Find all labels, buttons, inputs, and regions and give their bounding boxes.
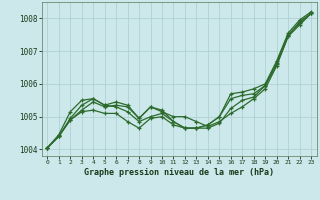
X-axis label: Graphe pression niveau de la mer (hPa): Graphe pression niveau de la mer (hPa) [84, 168, 274, 177]
